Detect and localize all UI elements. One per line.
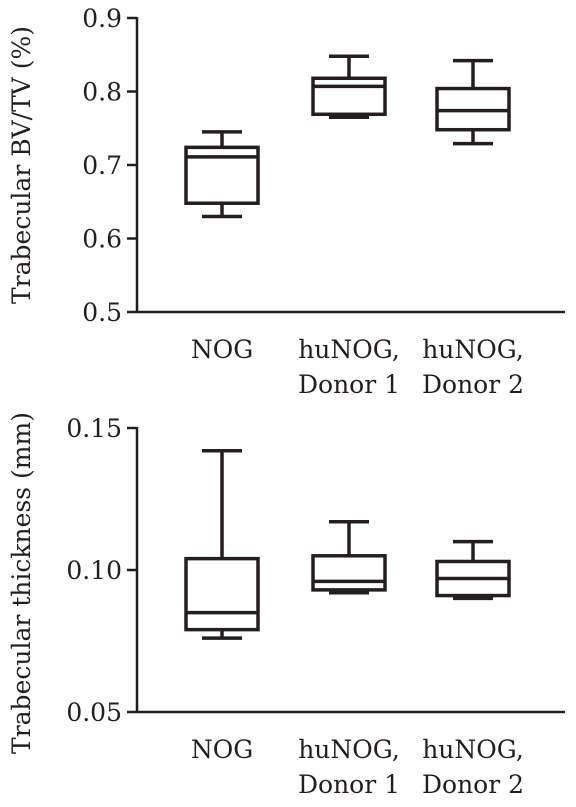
- y-tick-label: 0.05: [66, 698, 122, 727]
- box-plot-group: [311, 54, 387, 119]
- x-tick-label: huNOG,: [298, 735, 400, 764]
- y-tick-label: 0.15: [66, 414, 122, 443]
- box-plot-group: [435, 58, 511, 146]
- y-tick-label: 0.8: [82, 78, 122, 107]
- x-tick-label: Donor 2: [422, 370, 524, 399]
- y-axis-label: Trabecular BV/TV (%): [7, 26, 36, 304]
- x-tick-label: Donor 2: [422, 770, 524, 799]
- x-tick-label: huNOG,: [298, 335, 400, 364]
- box-plot-group: [435, 539, 511, 601]
- y-tick-label: 0.10: [66, 556, 122, 585]
- iqr-box: [311, 76, 387, 117]
- bvtv-panel: 0.5 0.6 0.7 0.8 0.9 Trabecular BV/TV (%) NOG hu…: [7, 4, 565, 399]
- y-axis-label: Trabecular thickness (mm): [7, 412, 36, 754]
- thickness-panel: 0.05 0.10 0.15 Trabecular thickness (mm) NOG…: [7, 412, 565, 799]
- x-tick-label: Donor 1: [298, 770, 400, 799]
- box-plot-group: [184, 448, 260, 640]
- iqr-box: [184, 556, 260, 632]
- y-tick-label: 0.7: [82, 151, 122, 180]
- box-plot-group: [184, 130, 260, 219]
- y-tick-label: 0.6: [82, 225, 122, 254]
- x-tick-label: Donor 1: [298, 370, 400, 399]
- x-tick-label: NOG: [191, 735, 253, 764]
- y-tick-label: 0.5: [82, 298, 122, 327]
- x-tick-label: NOG: [191, 335, 253, 364]
- x-tick-label: huNOG,: [422, 735, 524, 764]
- iqr-box: [311, 554, 387, 592]
- box-plot-group: [311, 519, 387, 595]
- x-tick-label: huNOG,: [422, 335, 524, 364]
- y-tick-label: 0.9: [82, 4, 122, 33]
